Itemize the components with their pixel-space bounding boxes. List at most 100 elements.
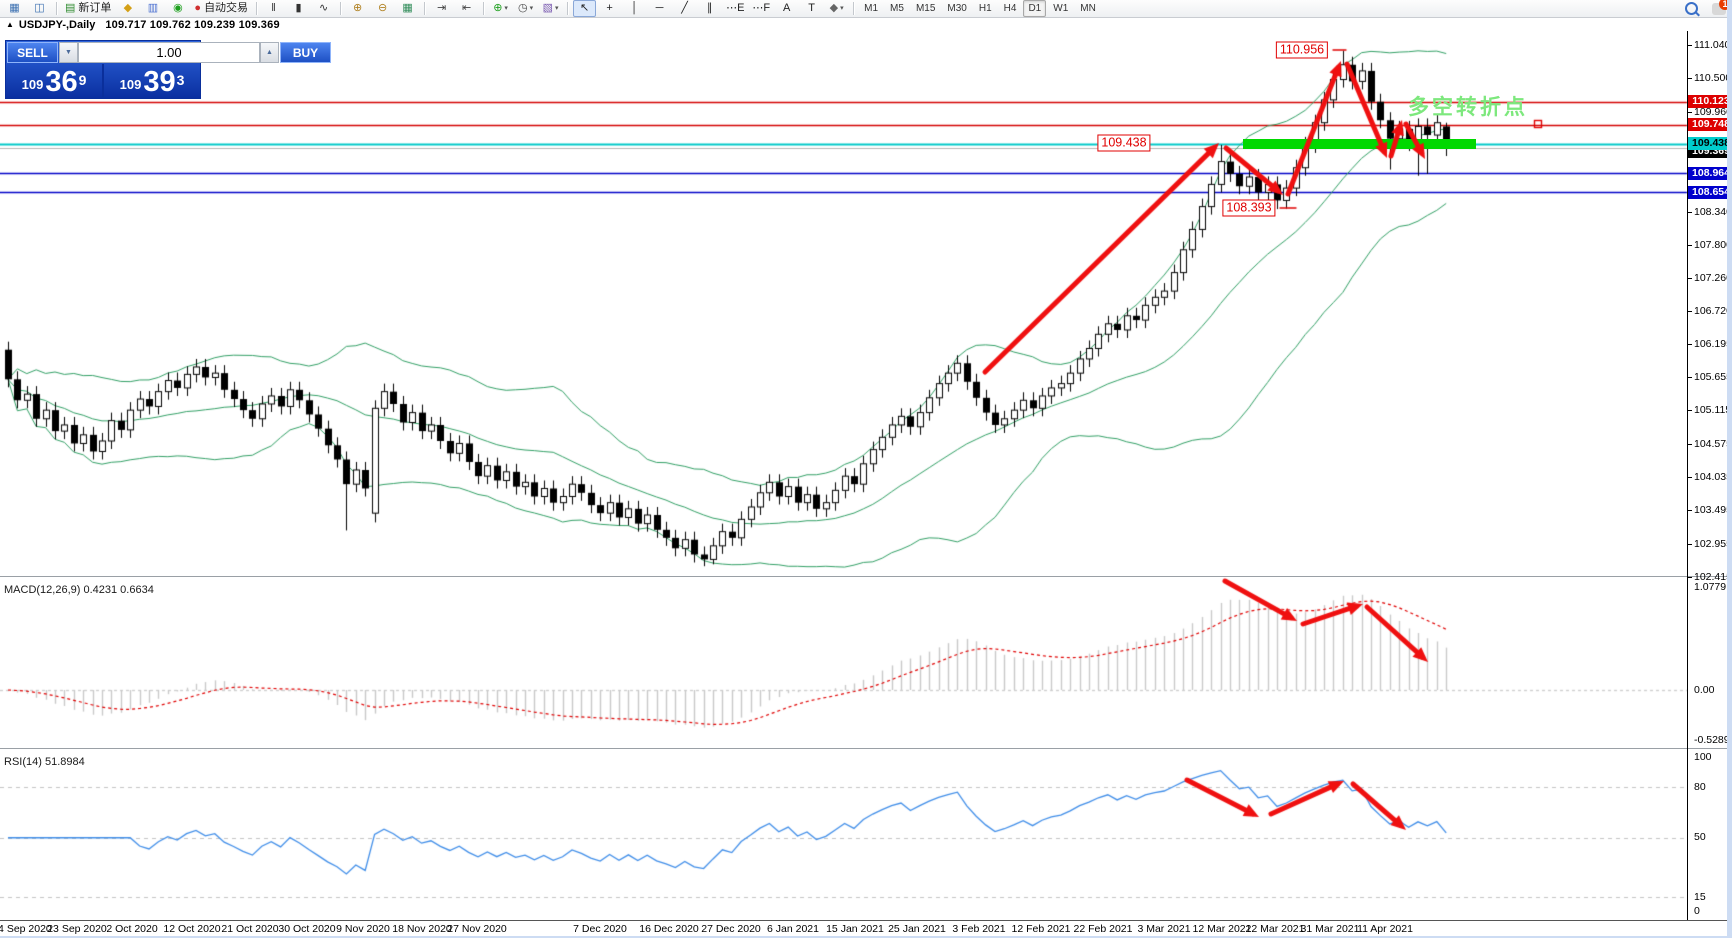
buy-price[interactable]: 109 39 3 [104,64,200,97]
date-axis-tick: 12 Feb 2021 [1011,923,1071,935]
periods-icon[interactable]: ◷ ▾ [514,0,537,17]
price-axis-border[interactable] [1687,31,1688,920]
rsi-axis-tick: 0 [1694,905,1700,917]
arrows-icon[interactable]: ◆ ▾ [825,0,848,17]
text-icon[interactable]: A [775,0,798,17]
sell-price-big: 36 [45,66,78,98]
buy-price-big: 39 [143,66,176,98]
timeframe-w1[interactable]: W1 [1053,3,1069,14]
auto-trading-button[interactable]: ● 自动交易 [191,0,251,17]
chart-profile-icon: ◫ [34,2,45,14]
toolbar-separator [567,2,569,15]
timeframe-h1[interactable]: H1 [978,3,992,14]
price-badge-110.123: 110.123 [1688,95,1732,109]
timeframe-m30[interactable]: M30 [947,3,967,14]
price-badge-109.438: 109.438 [1688,137,1732,151]
signals-icon[interactable]: ◉ [166,0,189,17]
volume-input[interactable] [78,42,260,63]
symbol-ohlc-values: 109.717 109.762 109.239 109.369 [105,18,280,31]
timeframe-mn[interactable]: MN [1080,3,1096,14]
date-axis-separator [0,920,1732,921]
date-axis-tick: 3 Feb 2021 [952,923,1006,935]
macd-axis-tick: 1.0779 [1694,581,1727,593]
indicators-icon[interactable]: ⊕ ▾ [489,0,512,17]
price-annotation-label: 108.393 [1222,199,1276,217]
price-badge-108.654: 108.654 [1688,185,1732,199]
toolbar-separator [483,2,485,15]
vertical-line-icon: │ [631,2,638,14]
price-axis-tick: 105.115 [1688,404,1731,416]
timeframe-d1[interactable]: D1 [1023,0,1047,17]
sell-button[interactable]: SELL [7,42,58,63]
macd-pane-separator[interactable] [0,576,1732,577]
search-icon [1685,2,1698,15]
date-axis-tick: 12 Mar 2021 [1192,923,1252,935]
chart-shift-icon[interactable]: ⇤ [455,0,478,17]
timeframe-h4[interactable]: H4 [1003,3,1017,14]
chart-profile-icon[interactable]: ◫ [28,0,51,17]
macd-axis-tick: -0.5289 [1694,734,1730,746]
date-axis-tick: 6 Jan 2021 [767,923,819,935]
buy-button[interactable]: BUY [280,42,331,63]
auto-scroll-icon[interactable]: ⇥ [430,0,453,17]
fibo-fan-icon[interactable]: ⋯F [749,0,773,17]
toolbar-separator [853,2,855,15]
chevron-down-icon: ▾ [529,5,534,12]
new-chart-icon[interactable]: ▦ [3,0,26,17]
date-axis-tick: 27 Dec 2020 [701,923,761,935]
tile-windows-icon: ▦ [402,2,413,14]
bar-chart-type-icon: ‖ [271,2,276,14]
date-axis-tick: 18 Nov 2020 [392,923,452,935]
fibo-retracement-icon[interactable]: ⋯E [723,0,747,17]
collapse-panel-icon[interactable]: ▲ [6,20,14,29]
zoom-in-icon[interactable]: ⊕ [346,0,369,17]
tile-windows-icon[interactable]: ▦ [396,0,419,17]
chevron-down-icon: ▾ [504,5,508,12]
toolbar-separator [340,2,342,15]
date-axis-tick: 9 Nov 2020 [336,923,390,935]
timeframe-m5[interactable]: M5 [890,3,904,14]
crosshair-icon[interactable]: + [598,0,621,17]
bar-chart-type-icon[interactable]: ‖ [262,0,285,17]
buy-price-sup: 3 [176,72,185,88]
trendline-icon[interactable]: ╱ [673,0,696,17]
price-axis-tick: 111.040 [1688,39,1730,51]
zoom-out-icon: ⊖ [377,2,388,14]
rsi-pane-separator[interactable] [0,748,1732,749]
vertical-line-icon[interactable]: │ [623,0,646,17]
templates-icon[interactable]: ▧ ▾ [539,0,562,17]
arrows-icon: ◆ [829,2,839,14]
support-zone-rectangle [1243,139,1476,149]
buy-price-prefix: 109 [119,77,142,92]
indicators-icon: ⊕ [493,2,503,14]
search-icon[interactable] [1680,0,1703,17]
date-axis-tick: 16 Dec 2020 [639,923,699,935]
timeframe-m1[interactable]: M1 [864,3,879,14]
chevron-down-icon: ▾ [555,5,559,12]
new-order-button-label: 新订单 [78,2,112,14]
notifications-icon[interactable]: 1 [1712,0,1731,15]
price-badge-108.964: 108.964 [1688,166,1732,180]
zoom-out-icon[interactable]: ⊖ [371,0,394,17]
line-chart-type-icon[interactable]: ∿ [312,0,335,17]
sell-price[interactable]: 109 36 9 [6,64,102,97]
toolbar-separator [56,2,57,15]
timeframe-m15[interactable]: M15 [915,3,936,14]
volume-down-button[interactable]: ▼ [59,42,78,63]
rsi-axis-tick: 50 [1694,831,1706,843]
horizontal-line-icon[interactable]: ─ [648,0,671,17]
zoom-in-icon: ⊕ [352,2,363,14]
eraser-icon[interactable]: ◆ [116,0,139,17]
new-order-button[interactable]: ▤ 新订单 [62,0,114,17]
toolbar-separator [424,2,426,15]
text-label-icon: T [808,2,815,14]
history-center-icon[interactable]: ▥ [141,0,164,17]
text-label-icon[interactable]: T [800,0,823,17]
price-annotation-label: 109.438 [1097,134,1151,152]
toolbar: ▦ ◫ ▤ 新订单 ◆ ▥ ◉ ● 自动交易 ‖ ▮ ∿ ⊕ ⊖ ▦ ⇥ ⇤ ⊕ ▾ ◷ ▾ ▧ ▾ ↖ + │ ─ ╱ ∥ ⋯E ⋯F A T… [0,0,1732,18]
volume-up-button[interactable]: ▲ [260,42,279,63]
channel-icon[interactable]: ∥ [698,0,721,17]
cursor-icon[interactable]: ↖ [573,0,597,17]
candle-chart-type-icon[interactable]: ▮ [287,0,310,17]
